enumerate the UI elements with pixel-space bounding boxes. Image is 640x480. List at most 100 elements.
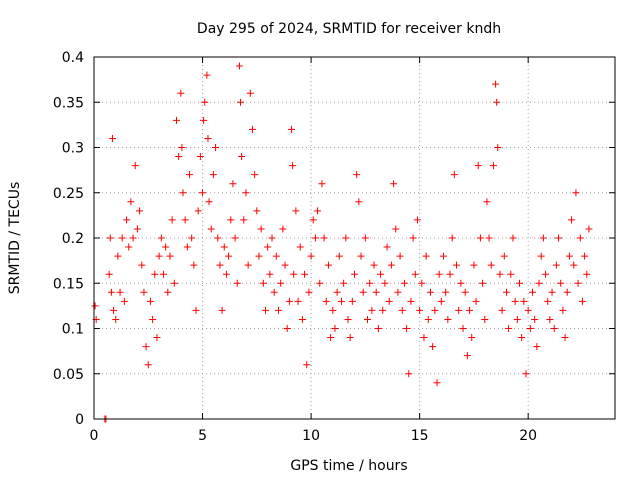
data-point <box>351 270 358 278</box>
data-point <box>476 234 484 242</box>
data-point <box>337 297 345 305</box>
data-point <box>283 325 291 332</box>
data-point <box>261 306 269 314</box>
data-point <box>346 334 354 342</box>
data-point <box>585 225 593 233</box>
data-point <box>183 243 191 251</box>
data-point <box>524 306 532 314</box>
data-point <box>396 252 404 260</box>
data-point <box>277 279 285 287</box>
y-tick-label: 0.2 <box>62 231 84 247</box>
data-point <box>390 180 398 188</box>
data-point <box>479 279 487 287</box>
data-point <box>413 216 421 224</box>
data-point <box>146 297 154 305</box>
data-point <box>105 270 113 278</box>
data-point <box>186 171 194 179</box>
data-point <box>116 288 124 296</box>
data-point <box>537 252 545 260</box>
data-point <box>357 252 365 260</box>
data-point <box>466 306 474 314</box>
data-point <box>290 270 298 278</box>
data-point <box>190 261 198 269</box>
data-point <box>552 261 560 269</box>
data-point <box>316 279 324 287</box>
data-point <box>348 297 356 305</box>
data-point <box>581 252 589 260</box>
data-point <box>433 379 441 387</box>
data-point <box>118 234 126 242</box>
data-point <box>405 370 413 378</box>
data-point <box>364 315 372 323</box>
y-axis-label: SRMTID / TECUs <box>7 182 23 295</box>
data-point <box>314 207 322 215</box>
data-point <box>353 171 361 179</box>
data-point <box>175 153 183 161</box>
data-point <box>526 325 534 332</box>
data-point <box>400 279 408 287</box>
data-point <box>162 243 170 251</box>
data-point <box>320 234 328 242</box>
data-point <box>153 334 161 342</box>
data-point <box>535 279 543 287</box>
data-point <box>507 270 515 278</box>
data-point <box>264 243 272 251</box>
data-point <box>559 306 567 314</box>
data-point <box>570 261 578 269</box>
data-point <box>322 297 330 305</box>
data-point <box>246 89 254 97</box>
data-point <box>178 144 186 151</box>
data-point <box>216 261 224 269</box>
data-point <box>125 243 133 251</box>
data-point <box>331 325 339 332</box>
data-point <box>166 252 174 260</box>
data-point <box>377 270 385 278</box>
data-point <box>366 279 374 287</box>
data-point <box>539 234 547 242</box>
data-point <box>233 279 241 287</box>
data-point <box>235 62 243 70</box>
data-point <box>542 270 550 278</box>
data-point <box>496 270 504 278</box>
y-tick-label: 0.3 <box>62 141 84 157</box>
data-point <box>509 234 517 242</box>
data-point <box>288 125 296 133</box>
data-point <box>520 297 528 305</box>
data-point <box>91 302 99 310</box>
data-point <box>444 315 452 323</box>
y-tick-label: 0.25 <box>53 186 84 202</box>
data-point <box>487 261 495 269</box>
data-point <box>188 234 196 242</box>
data-point <box>529 288 537 296</box>
data-point <box>289 162 297 170</box>
data-point <box>557 279 565 287</box>
data-point <box>205 198 213 206</box>
data-point <box>474 162 482 170</box>
data-point <box>303 361 311 369</box>
data-point <box>502 288 510 296</box>
data-point <box>531 315 539 323</box>
data-point <box>329 306 337 314</box>
data-point <box>108 134 116 142</box>
data-point <box>255 252 263 260</box>
data-point <box>522 370 530 378</box>
data-point <box>120 297 128 305</box>
data-point <box>149 315 157 323</box>
data-point <box>129 234 137 242</box>
data-point <box>266 270 274 278</box>
data-point <box>240 216 248 224</box>
data-point <box>392 225 400 233</box>
data-point <box>511 297 519 305</box>
data-point <box>203 71 211 79</box>
data-point <box>279 225 287 233</box>
data-point <box>164 288 172 296</box>
data-point <box>248 125 256 133</box>
data-point <box>159 270 167 278</box>
y-tick-label: 0.4 <box>62 50 84 66</box>
data-point <box>563 288 571 296</box>
data-point <box>420 334 428 342</box>
data-point <box>574 279 582 287</box>
y-tick-label: 0.1 <box>62 322 84 338</box>
data-point <box>381 279 389 287</box>
data-point <box>483 198 491 206</box>
